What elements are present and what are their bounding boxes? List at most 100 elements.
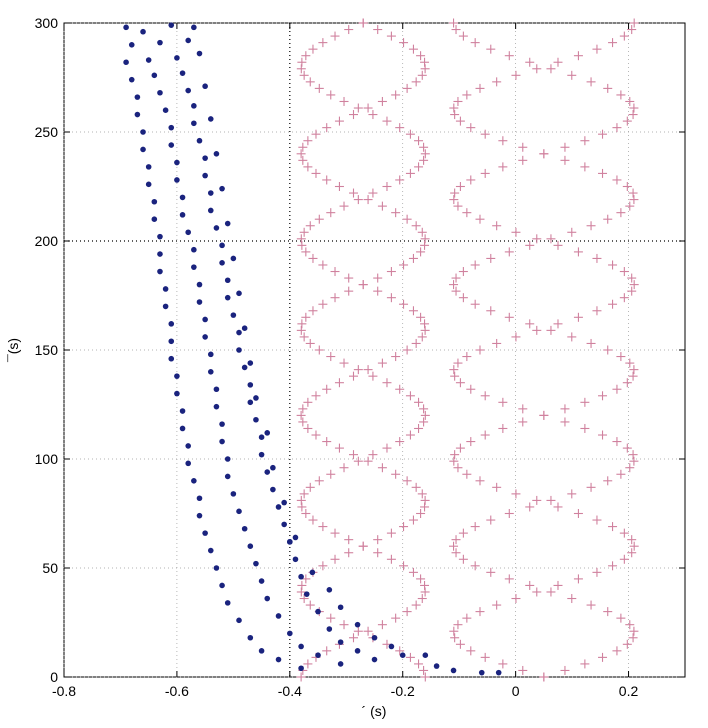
plus-point	[619, 31, 629, 41]
dot-point	[168, 355, 175, 362]
plus-point	[314, 476, 324, 486]
plus-point	[322, 175, 332, 185]
dot-point	[179, 212, 186, 218]
plus-point	[511, 227, 521, 237]
plus-point	[416, 574, 426, 584]
plus-point	[297, 502, 307, 512]
plus-point	[373, 535, 383, 545]
plus-point	[628, 450, 638, 460]
plus-point	[498, 423, 508, 433]
dot-point	[157, 89, 163, 96]
dot-point	[275, 656, 282, 663]
plus-point	[492, 77, 502, 87]
plus-point	[627, 25, 637, 35]
plus-point	[455, 443, 465, 453]
plus-point	[462, 469, 472, 479]
x-tick-label: 0	[512, 683, 520, 699]
plus-point	[303, 423, 313, 433]
x-tick-label: -0.4	[278, 683, 302, 699]
plus-point	[339, 620, 349, 630]
plus-point	[353, 456, 363, 466]
plus-point	[451, 25, 461, 35]
plus-point	[451, 535, 461, 545]
plus-point	[416, 509, 426, 518]
plus-point	[616, 90, 626, 100]
dot-point	[224, 600, 231, 606]
plus-point	[373, 548, 383, 558]
plus-point	[462, 90, 472, 100]
dot-point	[241, 525, 248, 532]
plus-point	[628, 188, 638, 198]
x-tick-label: -0.6	[165, 683, 189, 699]
dot-point	[196, 512, 203, 519]
dot-point	[196, 50, 203, 57]
plus-point	[382, 443, 392, 453]
plus-point	[619, 554, 629, 564]
plus-point	[318, 299, 328, 309]
plus-point	[622, 639, 632, 649]
dot-point	[151, 216, 158, 222]
plus-point	[330, 528, 340, 538]
dot-point	[213, 151, 220, 157]
plus-point	[298, 404, 308, 414]
plus-point	[311, 391, 321, 401]
plus-point	[363, 626, 373, 636]
plus-point	[318, 38, 328, 48]
plus-point	[420, 57, 430, 67]
dot-point	[422, 652, 429, 658]
plus-point	[395, 646, 405, 656]
plus-point	[399, 299, 409, 309]
plus-point	[616, 613, 626, 623]
plus-point	[627, 286, 637, 296]
plus-point	[297, 240, 307, 250]
plus-point	[348, 110, 358, 120]
plus-point	[363, 456, 373, 466]
plus-point	[334, 443, 344, 453]
plus-point	[305, 600, 315, 610]
dot-point	[191, 120, 197, 127]
plus-point	[629, 103, 639, 113]
plus-point	[348, 188, 358, 198]
plus-point	[525, 57, 535, 67]
dot-point	[253, 416, 259, 423]
plus-point	[458, 528, 468, 538]
plus-point	[486, 567, 496, 577]
plus-point	[627, 548, 637, 558]
plus-point	[318, 522, 328, 532]
plus-point	[299, 227, 309, 237]
dot-point	[247, 382, 254, 388]
plus-point	[314, 345, 324, 355]
plus-point	[525, 240, 535, 250]
dot-point	[213, 225, 220, 231]
plus-point	[299, 332, 309, 342]
plus-point	[297, 319, 307, 329]
x-tick-labels: -0.8 -0.6 -0.4 -0.2 0 0.2	[52, 683, 639, 699]
plus-point	[330, 293, 340, 303]
plus-point	[504, 51, 514, 61]
dot-point	[326, 587, 333, 593]
plus-point	[402, 607, 412, 617]
dot-point	[168, 142, 175, 148]
plus-point	[603, 476, 613, 486]
plus-point	[553, 240, 563, 250]
dot-point	[281, 521, 287, 528]
plus-point	[420, 502, 430, 512]
plus-point	[451, 286, 461, 296]
plus-point	[405, 652, 415, 662]
plus-point	[612, 175, 622, 185]
plus-point	[303, 659, 313, 669]
plus-point	[592, 515, 602, 525]
plus-point	[416, 51, 426, 61]
plus-point	[475, 83, 485, 93]
plus-point	[466, 437, 476, 447]
plus-point	[308, 253, 318, 263]
dot-point	[236, 329, 242, 336]
plus-point	[546, 587, 556, 597]
plus-point	[358, 18, 368, 28]
plus-point	[399, 260, 409, 270]
dot-point	[196, 137, 203, 144]
dot-point	[258, 451, 265, 458]
plus-point	[625, 620, 635, 630]
plus-point	[344, 273, 354, 283]
plus-point	[619, 267, 629, 277]
